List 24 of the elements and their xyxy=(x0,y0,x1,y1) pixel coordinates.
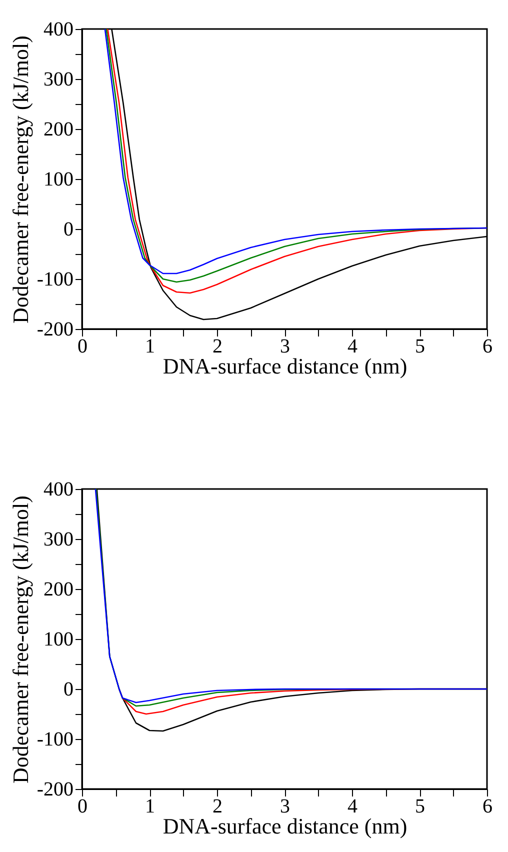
x-tick-label: 5 xyxy=(415,336,425,358)
y-axis-title: Dodecamer free-energy (kJ/mol) xyxy=(8,36,33,324)
x-tick-label: 1 xyxy=(145,336,155,358)
y-tick-label: 400 xyxy=(44,18,74,40)
y-tick-label: 200 xyxy=(44,118,74,140)
y-tick-label: 0 xyxy=(64,678,74,700)
x-tick-label: 1 xyxy=(145,796,155,818)
y-tick-label: -200 xyxy=(36,318,74,340)
x-tick-label: 6 xyxy=(482,796,492,818)
y-tick-label: 200 xyxy=(44,578,74,600)
y-tick-label: 0 xyxy=(64,218,74,240)
y-tick-label: 100 xyxy=(44,168,74,190)
y-tick-label: 300 xyxy=(44,68,74,90)
x-tick-label: 0 xyxy=(78,796,88,818)
y-tick-label: 400 xyxy=(44,478,74,500)
y-tick-label: -100 xyxy=(36,728,74,750)
x-tick-label: 5 xyxy=(415,796,425,818)
x-tick-label: 0 xyxy=(78,336,88,358)
y-tick-label: 100 xyxy=(44,628,74,650)
y-tick-label: -200 xyxy=(36,778,74,800)
x-tick-label: 6 xyxy=(482,336,492,358)
y-tick-label: -100 xyxy=(36,268,74,290)
y-tick-label: 300 xyxy=(44,528,74,550)
y-axis-title: Dodecamer free-energy (kJ/mol) xyxy=(8,496,33,784)
